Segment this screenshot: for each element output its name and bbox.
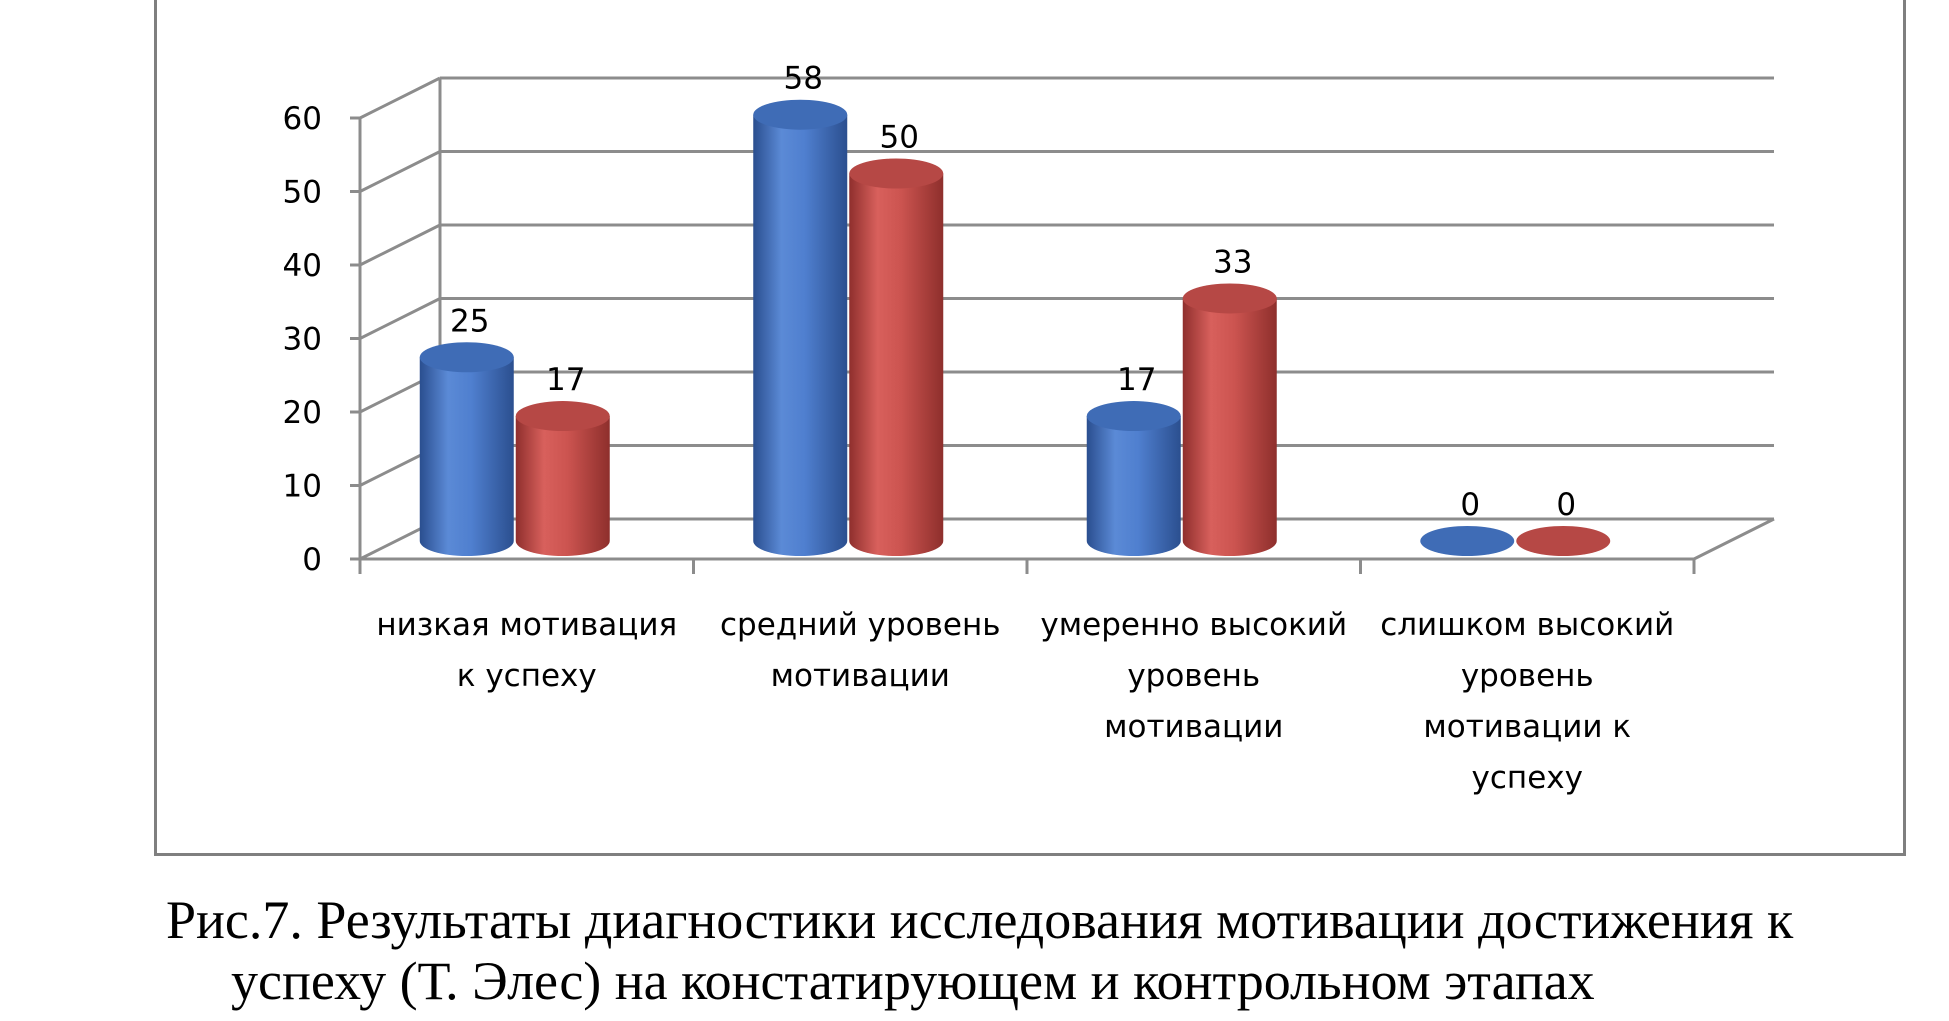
x-category-label: умеренно высокий уровень мотивации <box>1040 607 1348 745</box>
y-tick-label: 20 <box>283 395 322 431</box>
wall-diagonal-40 <box>359 223 441 267</box>
wall-diagonal-30 <box>359 297 441 340</box>
data-label: 0 <box>1460 487 1480 523</box>
floor-right-edge <box>1693 517 1775 561</box>
data-label: 25 <box>450 303 489 339</box>
data-label: 33 <box>1213 244 1252 280</box>
y-tick-label: 10 <box>283 469 322 505</box>
y-tick-label: 60 <box>283 101 322 137</box>
x-category-label: низкая мотивация к успеху <box>376 607 678 694</box>
y-tick-label: 40 <box>283 248 322 284</box>
bar-series2-cat3 <box>1182 283 1277 557</box>
bar-series1-cat1 <box>419 342 514 557</box>
bar-series1-cat3 <box>1086 401 1181 557</box>
bar-series1-cat2 <box>753 99 848 557</box>
data-label: 0 <box>1556 487 1576 523</box>
wall-diagonal-50 <box>359 150 441 193</box>
chart-plot: 0 10 20 30 40 50 60 25 17 58 50 17 33 0 0 <box>283 61 1775 578</box>
x-category-label: средний уровень мотивации <box>719 607 1001 694</box>
wall-diagonal-60 <box>359 76 441 120</box>
data-label: 58 <box>784 61 823 97</box>
y-tick-label: 50 <box>283 175 322 211</box>
bar-series2-cat2 <box>849 158 944 557</box>
bar-series2-cat1 <box>515 401 610 557</box>
caption-line-2: успеху (Т. Элес) на констатирующем и кон… <box>231 951 1595 1011</box>
bar-series1-cat4 <box>1420 526 1515 556</box>
data-label: 17 <box>1117 362 1156 398</box>
data-label: 17 <box>546 362 585 398</box>
data-label: 50 <box>880 120 919 156</box>
figure-caption: Рис.7. Результаты диагностики исследован… <box>100 890 1949 1012</box>
y-tick-label: 30 <box>283 322 322 358</box>
x-category-label: слишком высокий уровень мотивации к успе… <box>1380 607 1675 796</box>
bar-series2-cat4 <box>1516 526 1611 556</box>
caption-line-1: Рис.7. Результаты диагностики исследован… <box>166 890 1794 950</box>
y-tick-label: 0 <box>302 542 322 578</box>
